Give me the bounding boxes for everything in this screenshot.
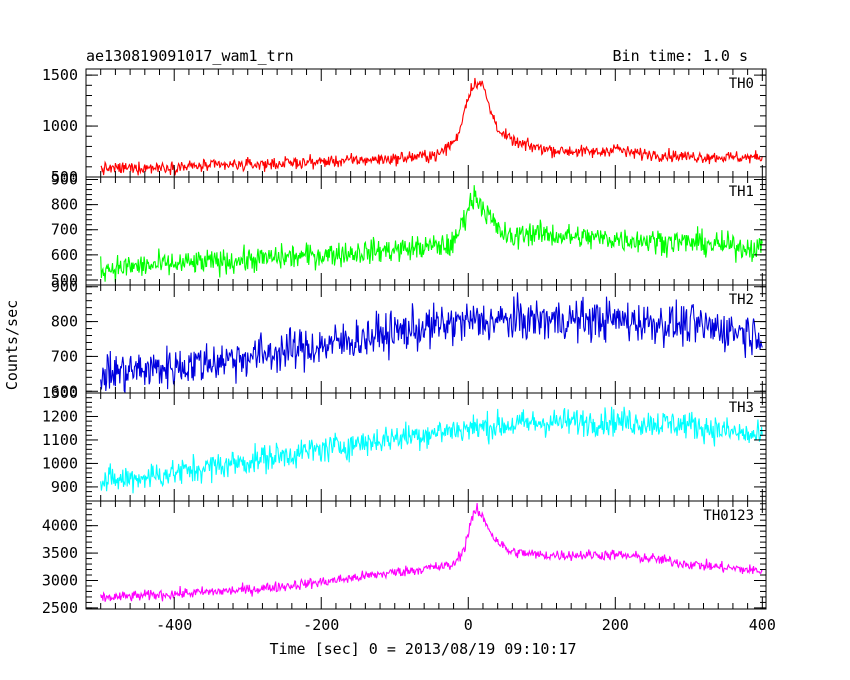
panel-label-th3: TH3	[729, 400, 754, 416]
series-line-th0123	[100, 502, 763, 602]
y-tick-label: 1200	[42, 407, 78, 425]
panel-th0123: 2500 3000 3500 4000 TH0123	[42, 500, 767, 617]
y-tick-label: 3000	[42, 571, 78, 589]
bin-time-label: Bin time: 1.0 s	[613, 47, 748, 65]
panel-frame	[85, 392, 767, 502]
panel-label-th0123: TH0123	[703, 508, 754, 524]
x-tick-label: 0	[464, 616, 473, 634]
panel-th0: 500 1000 1500 TH0	[42, 66, 767, 186]
series-line-th0	[100, 77, 763, 176]
panel-th1: 500 600 700 800 900 TH1	[51, 171, 767, 289]
y-tick-label: 900	[51, 478, 78, 496]
panels-group: 500 1000 1500 TH0 500 600 700 800 900 TH1 600 700 80…	[42, 66, 776, 634]
y-tick-label: 4000	[42, 517, 78, 535]
y-tick-label: 500	[51, 271, 78, 289]
panel-label-th2: TH2	[729, 292, 754, 308]
series-line-th3	[100, 406, 763, 494]
y-tick-label: 1500	[42, 66, 78, 84]
chart-title: ae130819091017_wam1_trn	[86, 47, 294, 65]
y-tick-label: 600	[51, 246, 78, 264]
panel-th2: 600 700 800 900 TH2	[51, 278, 767, 400]
y-tick-label: 800	[51, 196, 78, 214]
y-tick-label: 1100	[42, 431, 78, 449]
x-tick-label: 200	[602, 616, 629, 634]
x-tick-label: -400	[156, 616, 192, 634]
y-tick-label: 900	[51, 278, 78, 296]
y-tick-label: 700	[51, 347, 78, 365]
panel-th3: 900 1000 1100 1200 1300 TH3	[42, 384, 767, 502]
series-line-th2	[100, 292, 763, 393]
series-line-th1	[100, 185, 763, 283]
x-tick-label: -200	[303, 616, 339, 634]
x-axis-label: Time [sec] 0 = 2013/08/19 09:10:17	[269, 640, 576, 658]
y-axis-label: Counts/sec	[3, 300, 21, 390]
y-tick-label: 600	[51, 382, 78, 400]
y-tick-label: 1300	[42, 384, 78, 402]
y-tick-label: 1000	[42, 454, 78, 472]
y-tick-label: 500	[51, 168, 78, 186]
y-tick-label: 700	[51, 221, 78, 239]
x-tick-label: 400	[749, 616, 776, 634]
y-tick-label: 2500	[42, 599, 78, 617]
y-tick-label: 800	[51, 313, 78, 331]
panel-frame	[85, 176, 767, 286]
panel-label-th1: TH1	[729, 184, 754, 200]
panel-frame	[85, 500, 767, 610]
panel-label-th0: TH0	[729, 76, 754, 92]
y-tick-label: 900	[51, 171, 78, 189]
y-tick-label: 1000	[42, 117, 78, 135]
y-tick-label: 3500	[42, 544, 78, 562]
